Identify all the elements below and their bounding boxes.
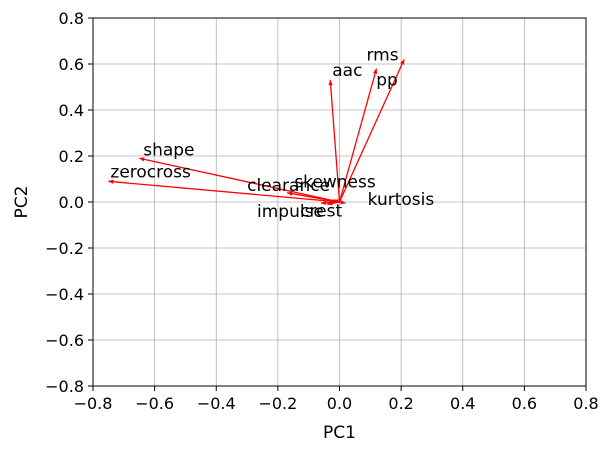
vector-label-impulse: impulse: [257, 202, 324, 222]
vector-arrowhead: [327, 201, 333, 206]
y-tick-label: 0.6: [59, 55, 84, 74]
vector-label-aac: aac: [332, 61, 362, 81]
y-axis-ticks: −0.8 −0.6 −0.4 −0.2 0.0 0.2 0.4 0.6 0.8: [45, 9, 93, 396]
vector-label-rms: rms: [366, 46, 398, 66]
vector-aac: [328, 80, 341, 203]
x-tick-label: −0.4: [197, 394, 236, 413]
vector-line: [338, 68, 378, 203]
x-tick-label: −0.8: [74, 394, 113, 413]
vector-label-zerocross: zerocross: [110, 162, 191, 182]
vector-pp: [338, 59, 405, 203]
vector-zerocross: [108, 179, 340, 203]
x-tick-label: 0.6: [512, 394, 537, 413]
vector-arrowhead: [340, 200, 346, 205]
vector-arrowhead: [108, 179, 114, 184]
vector-arrowhead: [400, 59, 405, 65]
vector-kurtosis: [339, 200, 346, 205]
vector-label-pp: pp: [376, 70, 398, 90]
vector-label-crest: crest: [300, 201, 342, 221]
vector-shape: [139, 157, 340, 203]
vector-line: [338, 59, 405, 203]
x-axis-ticks: −0.8 −0.6 −0.4 −0.2 0.0 0.2 0.4 0.6 0.8: [74, 386, 599, 413]
vector-arrowhead: [373, 68, 378, 75]
y-tick-label: 0.0: [59, 193, 84, 212]
vector-arrowhead: [321, 200, 327, 206]
vector-label-skewness: skewness: [294, 173, 376, 193]
y-axis-label: PC2: [12, 186, 32, 219]
vector-line: [329, 80, 341, 203]
vector-arrowhead: [287, 191, 293, 196]
vector-label-clearance: clearance: [247, 176, 330, 196]
vector-clearance: [287, 191, 340, 203]
vector-arrowhead: [328, 80, 333, 86]
x-tick-label: 0.4: [450, 394, 475, 413]
y-tick-label: −0.4: [45, 285, 84, 304]
vector-line: [139, 157, 340, 203]
x-tick-label: 0.0: [327, 394, 352, 413]
vector-label-shape: shape: [143, 140, 194, 160]
y-tick-label: −0.8: [45, 377, 84, 396]
y-tick-label: 0.4: [59, 101, 84, 120]
x-tick-label: −0.2: [258, 394, 297, 413]
loading-vectors: [108, 59, 405, 206]
y-tick-label: 0.2: [59, 147, 84, 166]
vector-rms: [338, 68, 378, 203]
vector-label-kurtosis: kurtosis: [368, 190, 435, 210]
vector-line: [108, 180, 340, 203]
x-tick-label: −0.6: [135, 394, 174, 413]
x-axis-label: PC1: [323, 423, 356, 443]
x-tick-label: 0.2: [388, 394, 413, 413]
y-tick-label: −0.2: [45, 239, 84, 258]
y-tick-label: 0.8: [59, 9, 84, 28]
y-tick-label: −0.6: [45, 331, 84, 350]
vector-line: [287, 192, 340, 203]
vector-crest: [327, 201, 340, 206]
vector-arrowhead: [139, 157, 145, 162]
x-tick-label: 0.8: [573, 394, 598, 413]
